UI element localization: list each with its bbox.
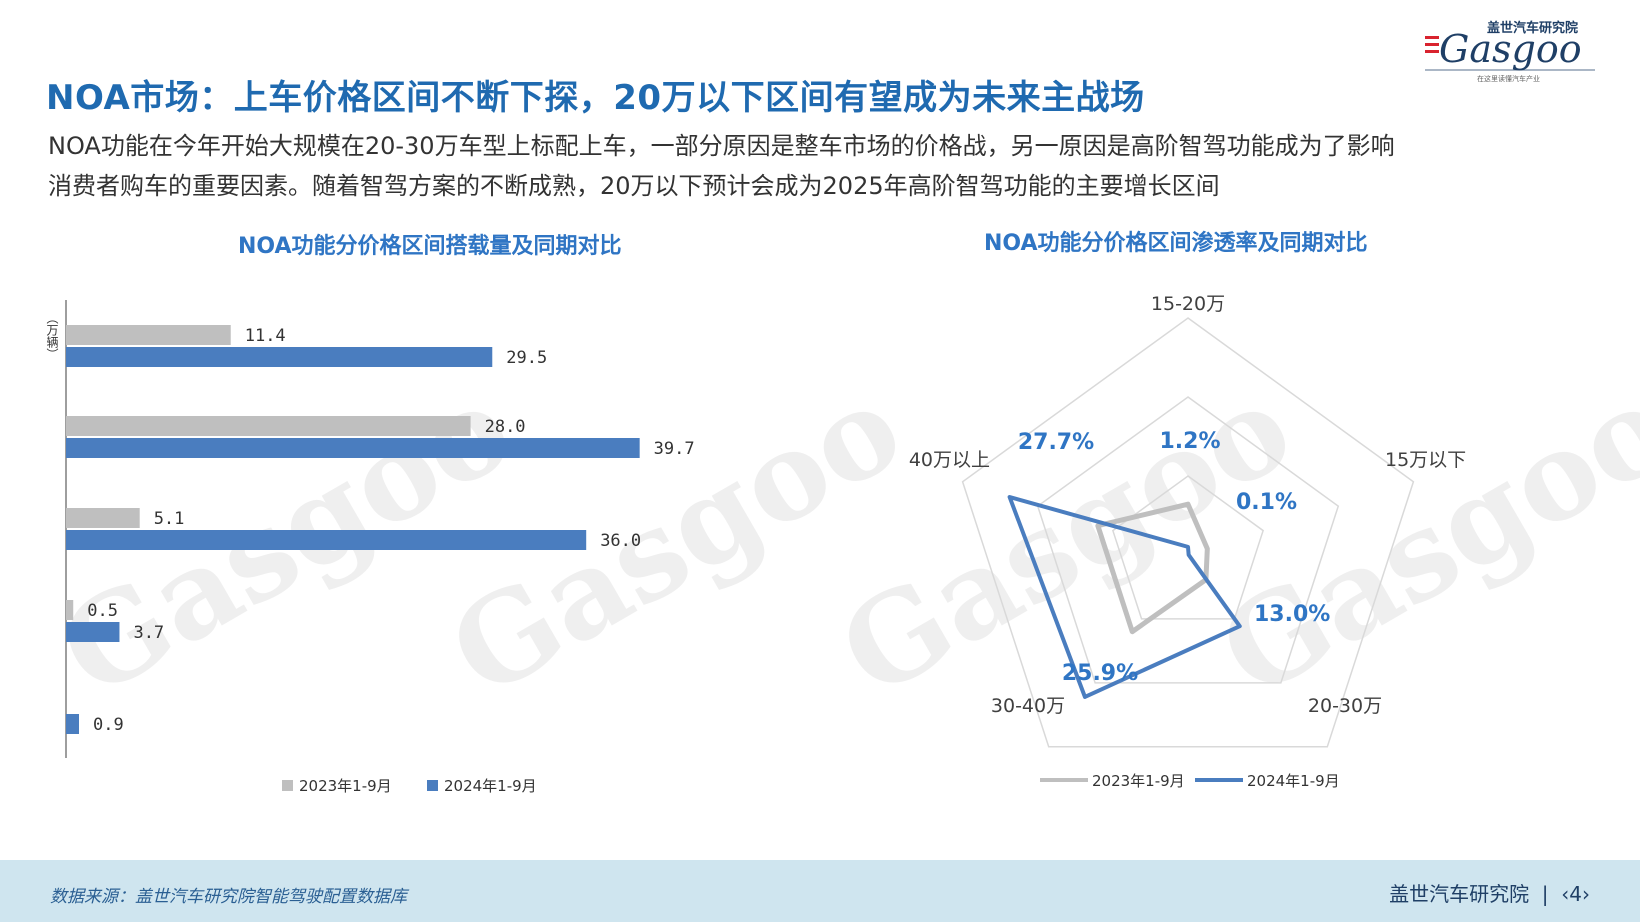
radar-axis-label-4: 40万以上 [909, 449, 990, 471]
radar-chart: 15-20万 15万以下 20-30万 30-40万 40万以上 1.2% 0.1% 13.0… [909, 293, 1466, 790]
footer-bar: 数据来源：盖世汽车研究院智能驾驶配置数据库 盖世汽车研究院 | ‹4› [0, 860, 1640, 922]
radar-data-label-4: 27.7% [1018, 430, 1094, 455]
bar-chart-axis-label: （万辆） [45, 312, 59, 360]
radar-legend-label-0: 2023年1-9月 [1092, 772, 1185, 790]
logo-tagline: 在这里读懂汽车产业 [1477, 74, 1540, 83]
bar-label-0-1: 28.0 [485, 417, 526, 437]
bar-1-0 [66, 347, 493, 367]
logo-top-text: 盖世汽车研究院 [1487, 20, 1578, 36]
radar-axis-label-0: 15-20万 [1151, 293, 1225, 315]
bar-label-0-2: 5.1 [154, 509, 185, 529]
bar-legend-label-1: 2024年1-9月 [444, 777, 537, 795]
subtitle-line-2: 消费者购车的重要因素。随着智驾方案的不断成熟，20万以下预计会成为2025年高阶… [48, 172, 1220, 200]
data-source-note: 数据来源：盖世汽车研究院智能驾驶配置数据库 [50, 887, 407, 907]
radar-data-label-2: 13.0% [1254, 602, 1330, 627]
bar-chart: （万辆） 11.4 28.0 5.1 0.5 29.5 39.7 36.0 3.7 0.9 2023… [45, 300, 695, 795]
radar-data-label-1: 0.1% [1236, 490, 1297, 515]
gasgoo-logo: 盖世汽车研究院 Gasgoo 在这里读懂汽车产业 [1425, 20, 1595, 83]
radar-data-label-3: 25.9% [1062, 661, 1138, 686]
bar-1-4 [66, 714, 80, 734]
radar-grid-ring-3 [961, 317, 1415, 748]
bar-1-1 [66, 438, 640, 458]
bar-0-2 [66, 508, 140, 528]
radar-axis-label-3: 30-40万 [991, 695, 1065, 717]
page-number: ‹4› [1561, 882, 1590, 906]
radar-axis-label-2: 20-30万 [1308, 695, 1382, 717]
bar-legend-label-0: 2023年1-9月 [299, 777, 392, 795]
bar-legend-swatch-1 [427, 780, 438, 791]
radar-series-0 [1095, 501, 1210, 635]
bar-0-1 [66, 416, 471, 436]
bar-label-0-3: 0.5 [87, 601, 118, 621]
bar-label-1-3: 3.7 [133, 623, 164, 643]
bar-label-1-2: 36.0 [600, 531, 641, 551]
radar-series-1 [1007, 495, 1242, 699]
page-subtitle: NOA功能在今年开始大规模在20-30万车型上标配上车，一部分原因是整车市场的价… [48, 126, 1608, 206]
bar-legend-swatch-0 [282, 780, 293, 791]
radar-grid-ring-2 [1036, 396, 1340, 684]
footer-org-name: 盖世汽车研究院 [1389, 882, 1530, 906]
footer-divider: | [1535, 882, 1555, 906]
footer-org: 盖世汽车研究院 | ‹4› [1389, 878, 1590, 907]
bar-1-3 [66, 622, 120, 642]
bar-label-1-0: 29.5 [506, 348, 547, 368]
bar-label-1-4: 0.9 [93, 715, 124, 735]
bar-chart-title: NOA功能分价格区间搭载量及同期对比 [238, 234, 622, 259]
bar-0-0 [66, 325, 231, 345]
bar-label-1-1: 39.7 [654, 439, 695, 459]
subtitle-line-1: NOA功能在今年开始大规模在20-30万车型上标配上车，一部分原因是整车市场的价… [48, 132, 1395, 160]
bar-0-3 [66, 600, 74, 620]
radar-legend-label-1: 2024年1-9月 [1247, 772, 1340, 790]
page-title: NOA市场：上车价格区间不断下探，20万以下区间有望成为未来主战场 [46, 78, 1145, 118]
bar-1-2 [66, 530, 587, 550]
radar-axis-label-1: 15万以下 [1385, 449, 1466, 471]
radar-chart-title: NOA功能分价格区间渗透率及同期对比 [984, 231, 1368, 256]
radar-data-label-0: 1.2% [1159, 429, 1220, 454]
bar-label-0-0: 11.4 [245, 326, 286, 346]
logo-brand: Gasgoo [1439, 27, 1582, 71]
